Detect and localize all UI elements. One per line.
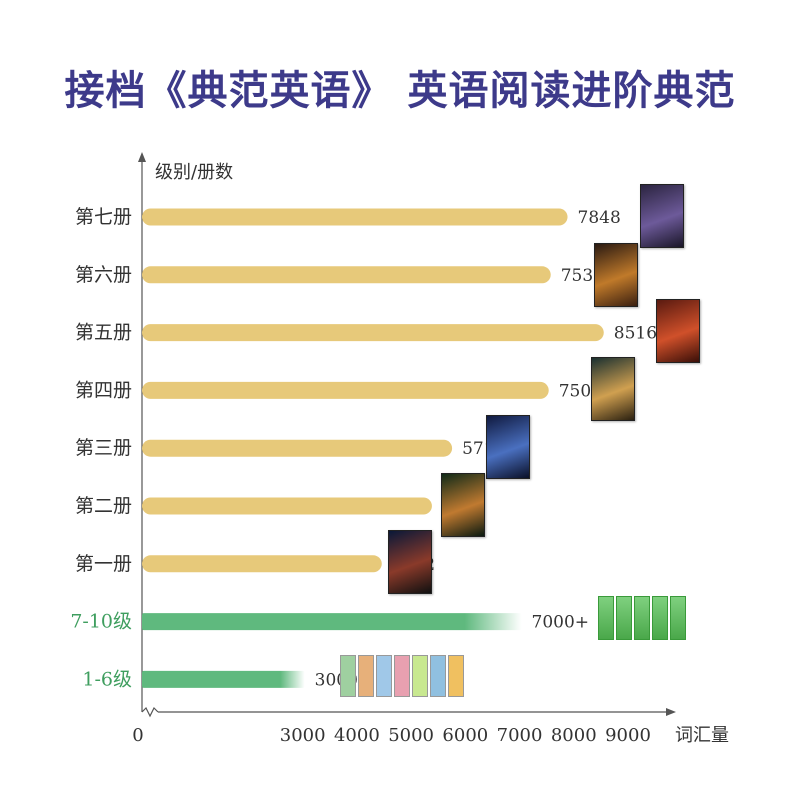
- page-title: 接档《典范英语》 英语阅读进阶典范: [64, 68, 736, 114]
- level-7-10-box-set: [598, 596, 686, 640]
- bar-category-label: 第六册: [75, 264, 132, 286]
- bar: [142, 324, 604, 342]
- bar-category-label: 第一册: [75, 553, 132, 575]
- bar-value-label: 7000+: [532, 613, 590, 633]
- bar-value-label: 7538: [561, 266, 604, 286]
- book-cover-7: [640, 184, 684, 248]
- bar-category-label: 第五册: [75, 322, 132, 344]
- bar-category-label: 1-6级: [82, 668, 132, 690]
- x-tick-label: 8000: [551, 725, 597, 746]
- x-axis-label: 词汇量: [675, 725, 729, 746]
- x-tick-label: 3000: [280, 725, 326, 746]
- bar: [142, 439, 453, 457]
- x-tick-label: 5000: [388, 725, 434, 746]
- bar: [142, 208, 568, 226]
- bar: [142, 381, 549, 399]
- book-cover-5: [656, 299, 700, 363]
- x-tick-label: 7000: [497, 725, 543, 746]
- y-axis-label: 级别/册数: [155, 162, 233, 183]
- bar-value-label: 8516: [614, 324, 657, 344]
- x-tick-label: 4000: [334, 725, 380, 746]
- bar-category-label: 第二册: [75, 495, 132, 517]
- bar: [142, 670, 305, 688]
- bar-category-label: 7-10级: [70, 611, 132, 633]
- bar-category-label: 第三册: [75, 437, 132, 459]
- bar-category-label: 第七册: [75, 206, 132, 228]
- x-axis-arrow: [666, 708, 676, 716]
- bar: [142, 266, 551, 284]
- x-tick-label: 9000: [605, 725, 651, 746]
- book-cover-3: [486, 415, 530, 479]
- bar: [142, 497, 432, 515]
- level-1-6-books: [340, 655, 464, 697]
- x-tick-label: 6000: [442, 725, 488, 746]
- book-cover-4: [591, 357, 635, 421]
- bar: [142, 613, 522, 631]
- y-axis-arrow: [138, 152, 146, 162]
- bar-category-label: 第四册: [75, 379, 132, 401]
- x-tick-label: 0: [132, 725, 143, 746]
- book-cover-6: [594, 243, 638, 307]
- book-cover-2: [441, 473, 485, 537]
- bar: [142, 555, 382, 573]
- x-axis-break: [141, 706, 159, 718]
- book-cover-1: [388, 530, 432, 594]
- bar-value-label: 7848: [578, 208, 621, 228]
